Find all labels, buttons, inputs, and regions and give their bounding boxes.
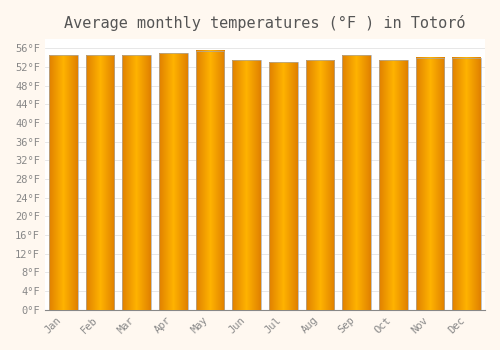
Bar xyxy=(269,62,298,310)
Bar xyxy=(416,58,444,310)
Bar xyxy=(342,55,371,310)
Bar xyxy=(122,55,151,310)
Bar xyxy=(159,53,188,310)
Bar xyxy=(196,51,224,310)
Bar xyxy=(452,58,481,310)
Bar xyxy=(379,60,408,310)
Bar xyxy=(86,55,114,310)
Title: Average monthly temperatures (°F ) in Totoró: Average monthly temperatures (°F ) in To… xyxy=(64,15,466,31)
Bar xyxy=(306,60,334,310)
Bar xyxy=(232,60,261,310)
Bar xyxy=(49,55,78,310)
